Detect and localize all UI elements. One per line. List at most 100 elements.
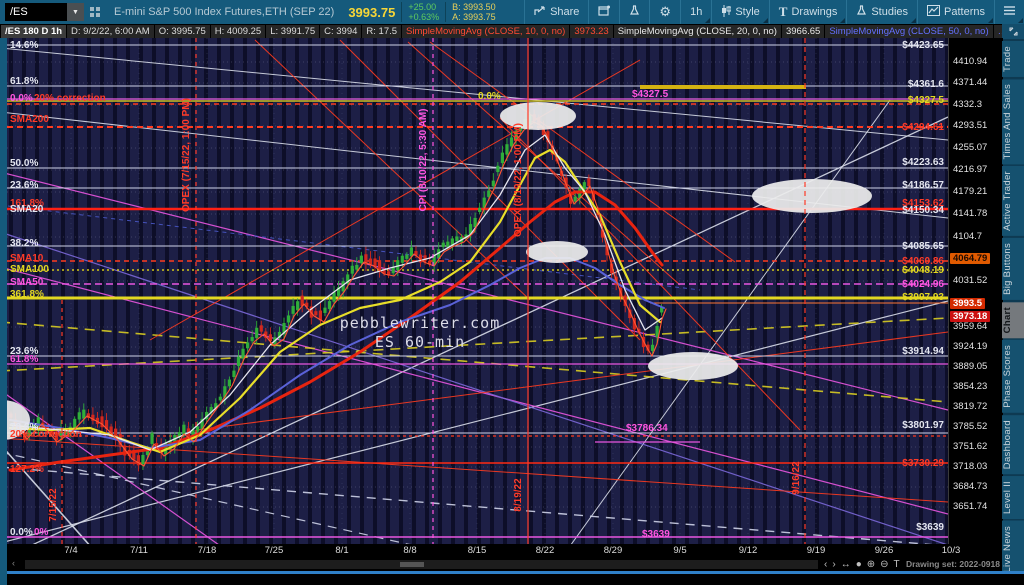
symbol-input[interactable]: /ES — [5, 3, 67, 21]
sidebar-tab-trade[interactable]: Trade — [1002, 41, 1024, 77]
candlestick-icon — [721, 4, 732, 20]
fit-width-icon[interactable]: ↔ — [840, 559, 851, 570]
svg-text:9/16/22: 9/16/22 — [791, 461, 802, 495]
svg-text:CPI (8/10/22, 5:30 AM): CPI (8/10/22, 5:30 AM) — [418, 108, 429, 211]
sidebar-tab-dashboard[interactable]: Dashboard — [1002, 415, 1024, 475]
text-tool-icon[interactable]: T — [893, 559, 900, 570]
time-axis[interactable]: 7/4 7/11 7/18 7/25 8/1 8/8 8/15 8/22 8/29 9/5 9/12… — [0, 544, 1002, 558]
price-tick: 3751.62 — [953, 441, 988, 452]
sidebar-tab-times-and-sales[interactable]: Times And Sales — [1002, 78, 1024, 165]
chart-menu-button[interactable] — [994, 0, 1024, 24]
drawings-button[interactable]: T Drawings — [768, 0, 847, 24]
ohlc-value-0: O: 3995.75 — [154, 24, 210, 38]
settings-button[interactable]: ⚙ — [649, 0, 680, 24]
sidebar-tab-chart[interactable]: Chart — [1002, 302, 1024, 339]
studies-button[interactable]: Studies — [846, 0, 917, 24]
sidebar-tab-level-ii[interactable]: Level II — [1002, 476, 1024, 520]
chart-scrollbar-thumb[interactable] — [400, 562, 424, 567]
svg-text:20% correction: 20% correction — [34, 93, 106, 104]
sidebar-tab-phase-scores[interactable]: Phase Scores — [1002, 340, 1024, 414]
price-badge: 3973.18 — [950, 311, 991, 322]
link-icon[interactable] — [84, 0, 106, 24]
svg-text:$3786.34: $3786.34 — [626, 423, 668, 434]
price-axis[interactable]: 4410.94 4371.44 4332.3 4293.51 4255.07 4216.9… — [948, 38, 1003, 544]
share-icon — [534, 5, 546, 19]
symbol-box[interactable]: /ES ▼ — [5, 3, 84, 21]
gear-icon: ⚙ — [659, 4, 672, 19]
share-button[interactable]: Share — [524, 0, 588, 24]
ask-value: A: 3993.75 — [452, 12, 496, 22]
bid-ask: B: 3993.50 A: 3993.75 — [445, 2, 502, 22]
collapse-sidebar-icon[interactable] — [1002, 24, 1024, 39]
zoom-in-icon[interactable]: ⊕ — [866, 559, 876, 570]
price-chart-canvas[interactable]: 7/15/22 OPEX (7/15/22, 1:00 PM) CPI (8/10/… — [7, 38, 948, 544]
study-value-0: 3973.23 — [570, 24, 613, 38]
symbol-dropdown-icon[interactable]: ▼ — [67, 3, 84, 21]
ohlc-value-4: R: 17.5 — [362, 24, 402, 38]
list-icon — [1004, 6, 1015, 18]
svg-text:$3914.94: $3914.94 — [902, 346, 944, 357]
svg-text:23.6%: 23.6% — [10, 346, 38, 357]
price-tick: 4255.07 — [953, 142, 988, 153]
change-value: +25.00 — [408, 2, 437, 12]
pan-right-icon[interactable]: › — [832, 559, 836, 570]
share-label: Share — [550, 6, 580, 18]
price-tick: 4332.3 — [953, 99, 983, 110]
analyze-button[interactable] — [619, 0, 649, 24]
bar-datetime: D: 9/2/22, 6:00 AM — [67, 24, 154, 38]
svg-text:0.0%: 0.0% — [10, 527, 33, 538]
highlight-ellipses — [7, 102, 872, 440]
study-label-0: SimpleMovingAvg (CLOSE, 10, 0, no) — [402, 24, 570, 38]
style-button[interactable]: Style — [711, 0, 769, 24]
svg-text:$4423.65: $4423.65 — [902, 40, 944, 51]
patterns-button[interactable]: Patterns — [917, 0, 994, 24]
chart-data-header: /ES 180 D 1h D: 9/2/22, 6:00 AM O: 3995.75… — [0, 24, 1002, 38]
svg-text:8/19/22: 8/19/22 — [513, 478, 524, 512]
svg-text:SMA20: SMA20 — [10, 204, 44, 215]
svg-text:SMA200: SMA200 — [10, 114, 49, 125]
timeframe-button[interactable]: 1h — [680, 0, 711, 24]
svg-text:OPEX (7/15/22, 1:00 PM): OPEX (7/15/22, 1:00 PM) — [181, 98, 192, 212]
svg-text:61.8%: 61.8% — [10, 76, 38, 87]
price-badge: 4064.79 — [950, 253, 991, 264]
drawings-label: Drawings — [791, 6, 838, 18]
svg-text:$3639: $3639 — [642, 529, 670, 540]
price-tick: 4293.51 — [953, 120, 988, 131]
gadget-sidebar: Trade Times And Sales Active Trader Big But… — [1002, 24, 1024, 571]
price-tick: 3651.74 — [953, 501, 988, 512]
text-tool-icon: T — [778, 4, 788, 19]
svg-text:ES 60-min: ES 60-min — [375, 333, 465, 351]
zoom-out-icon[interactable]: ⊖ — [880, 559, 889, 570]
change-percent: +0.63% — [408, 12, 440, 22]
time-tick: 9/5 — [673, 545, 687, 556]
price-tick: 3684.73 — [953, 481, 988, 492]
svg-text:SMA50: SMA50 — [10, 277, 44, 288]
chart-symbol-timeframe: /ES 180 D 1h — [1, 24, 67, 38]
sidebar-tab-big-buttons[interactable]: Big Buttons — [1002, 238, 1024, 301]
window-frame — [0, 38, 7, 585]
scroll-left-arrow[interactable]: ‹ — [12, 558, 15, 568]
svg-text:0.0%: 0.0% — [478, 91, 501, 102]
calendar-button[interactable] — [588, 0, 619, 24]
time-tick: 7/11 — [130, 545, 148, 556]
chart-scrollbar[interactable] — [25, 560, 818, 569]
svg-text:$4327.5: $4327.5 — [632, 89, 669, 100]
auto-center-icon[interactable]: ● — [855, 559, 862, 570]
svg-text:361.8%: 361.8% — [10, 289, 44, 300]
pan-left-icon[interactable]: ‹ — [824, 559, 828, 570]
svg-text:23.6%: 23.6% — [10, 180, 38, 191]
svg-text:161.8%: 161.8% — [10, 198, 44, 209]
sidebar-tab-active-trader[interactable]: Active Trader — [1002, 166, 1024, 237]
price-tick: 3819.72 — [953, 401, 988, 412]
price-levels — [7, 44, 948, 538]
svg-text:OPEX (8/19/22, 1:00 PM): OPEX (8/19/22, 1:00 PM) — [513, 123, 524, 237]
price-tick: 3854.23 — [953, 381, 988, 392]
svg-text:pebblewriter.com: pebblewriter.com — [340, 314, 501, 332]
time-tick: 9/19 — [806, 545, 826, 556]
price-change: +25.00 +0.63% — [401, 2, 445, 22]
ohlc-value-1: H: 4009.25 — [210, 24, 266, 38]
time-tick: 8/22 — [535, 545, 555, 556]
time-tick: 8/29 — [603, 545, 623, 556]
sidebar-tab-live-news[interactable]: Live News — [1002, 521, 1024, 571]
chart-labels: 14.6%61.8%0.0% 20% correctionSMA20050.0%2… — [10, 40, 944, 540]
